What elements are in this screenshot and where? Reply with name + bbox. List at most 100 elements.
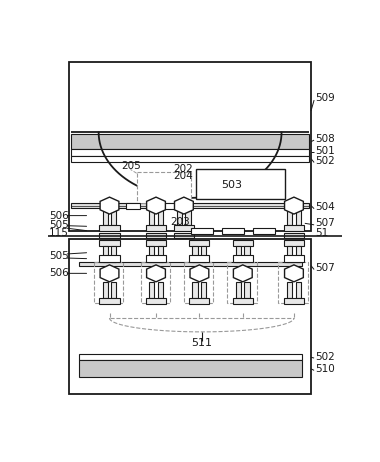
Bar: [103, 282, 108, 298]
Bar: [149, 209, 154, 225]
Bar: [94, 262, 124, 303]
Text: 115: 115: [49, 228, 69, 238]
Bar: [233, 255, 253, 262]
Bar: [296, 246, 301, 262]
Bar: [111, 282, 117, 298]
Bar: [146, 255, 166, 262]
Bar: [201, 282, 206, 298]
Text: 202: 202: [173, 164, 193, 174]
Bar: [100, 232, 120, 238]
Polygon shape: [285, 197, 303, 214]
Bar: [174, 232, 194, 238]
Bar: [69, 239, 311, 394]
Text: 505: 505: [49, 251, 69, 261]
Bar: [284, 232, 304, 238]
Bar: [146, 225, 166, 231]
Bar: [100, 298, 120, 304]
Text: 204: 204: [173, 170, 193, 181]
Text: 504: 504: [315, 202, 335, 212]
Bar: [146, 240, 166, 246]
Text: 205: 205: [121, 161, 141, 170]
Text: 510: 510: [315, 364, 335, 374]
Polygon shape: [190, 265, 209, 282]
Bar: [71, 149, 309, 156]
Bar: [244, 282, 250, 298]
Bar: [296, 209, 301, 225]
Text: 503: 503: [222, 180, 242, 190]
Bar: [141, 262, 170, 303]
Text: 505: 505: [49, 220, 69, 230]
Text: 51: 51: [315, 228, 328, 238]
Bar: [71, 134, 309, 149]
Text: 506: 506: [49, 268, 69, 278]
Bar: [79, 354, 302, 360]
Bar: [79, 360, 302, 377]
Polygon shape: [100, 197, 119, 214]
Bar: [233, 240, 253, 246]
Bar: [196, 169, 285, 200]
Bar: [192, 282, 198, 298]
Bar: [158, 246, 163, 262]
Bar: [191, 228, 212, 234]
Text: 507: 507: [315, 219, 335, 228]
Text: 509: 509: [315, 93, 335, 103]
Text: 502: 502: [315, 353, 335, 362]
Bar: [284, 225, 304, 231]
Bar: [233, 298, 253, 304]
Bar: [284, 298, 304, 304]
Bar: [69, 61, 311, 231]
Bar: [149, 282, 154, 298]
Bar: [126, 202, 140, 209]
Bar: [189, 298, 209, 304]
Bar: [100, 240, 120, 246]
Bar: [284, 240, 304, 246]
Text: 203: 203: [170, 217, 190, 227]
Bar: [287, 209, 292, 225]
Bar: [244, 246, 250, 262]
Bar: [146, 298, 166, 304]
Bar: [146, 232, 166, 238]
Bar: [296, 282, 301, 298]
Bar: [100, 255, 120, 262]
Bar: [185, 209, 191, 225]
Bar: [111, 209, 117, 225]
Bar: [227, 262, 257, 303]
Bar: [158, 209, 163, 225]
Bar: [100, 225, 120, 231]
Bar: [189, 255, 209, 262]
Bar: [201, 246, 206, 262]
Bar: [137, 172, 191, 203]
Text: 501: 501: [315, 146, 335, 156]
Bar: [158, 282, 163, 298]
Bar: [111, 246, 117, 262]
Bar: [174, 225, 194, 231]
Bar: [222, 228, 244, 234]
Bar: [189, 240, 209, 246]
Bar: [79, 262, 302, 267]
Bar: [287, 246, 292, 262]
Bar: [279, 262, 308, 303]
Text: 502: 502: [315, 156, 335, 166]
Bar: [103, 209, 108, 225]
Bar: [284, 255, 304, 262]
Polygon shape: [147, 197, 165, 214]
Bar: [71, 203, 309, 208]
Bar: [253, 228, 275, 234]
Polygon shape: [147, 265, 165, 282]
Bar: [236, 282, 241, 298]
Bar: [177, 209, 182, 225]
Bar: [103, 246, 108, 262]
Bar: [71, 156, 309, 162]
Bar: [149, 246, 154, 262]
Bar: [192, 246, 198, 262]
Text: 511: 511: [191, 338, 212, 347]
Polygon shape: [285, 265, 303, 282]
Polygon shape: [233, 265, 252, 282]
Bar: [184, 262, 213, 303]
Text: 507: 507: [315, 263, 335, 273]
Polygon shape: [100, 265, 119, 282]
Bar: [287, 282, 292, 298]
Polygon shape: [174, 197, 193, 214]
Text: 508: 508: [315, 134, 335, 144]
Bar: [161, 202, 174, 209]
